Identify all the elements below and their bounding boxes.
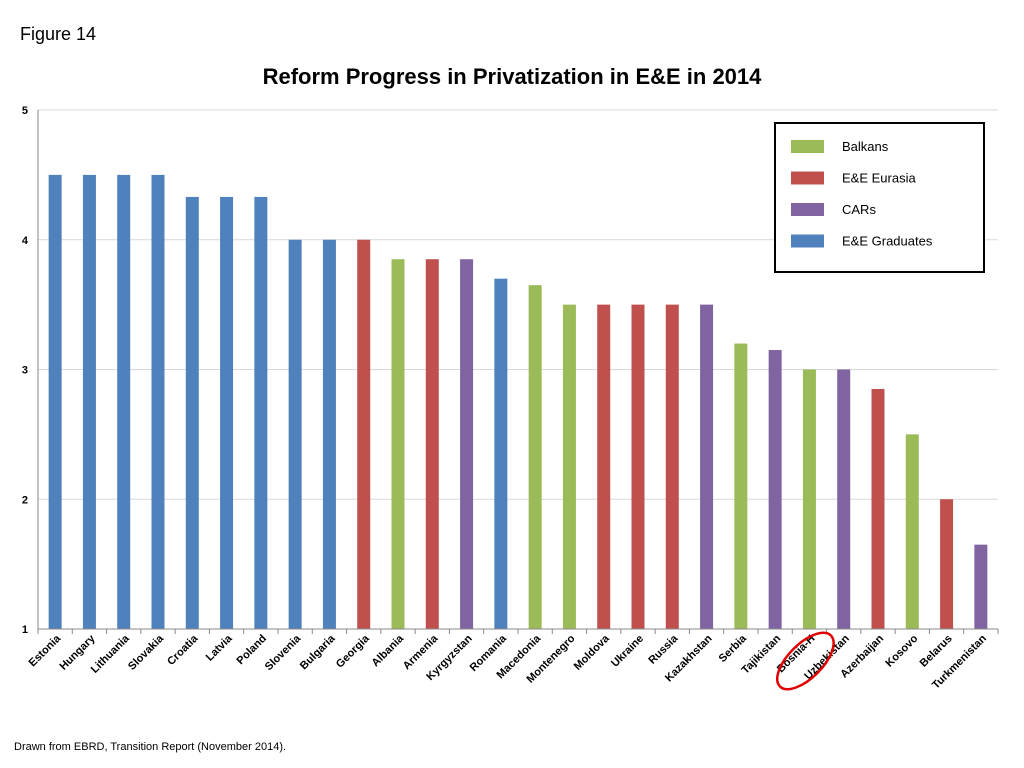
bar-uzbekistan — [837, 369, 851, 629]
bar-montenegro — [562, 304, 576, 629]
bar-turkmenistan — [974, 544, 988, 629]
bar-lithuania — [117, 174, 131, 629]
legend-swatch — [791, 171, 824, 185]
bar-tajikistan — [768, 350, 782, 629]
bars — [48, 174, 988, 629]
chart-title: Reform Progress in Privatization in E&E … — [262, 64, 762, 89]
bar-kyrgyzstan — [460, 259, 474, 629]
legend-label: CARs — [842, 202, 876, 217]
bar-kosovo — [905, 434, 919, 629]
bar-azerbaijan — [871, 388, 885, 629]
x-tick-label: Lithuania — [89, 632, 133, 676]
bar-armenia — [425, 259, 439, 629]
y-tick-label: 1 — [22, 624, 28, 636]
highlight-annotation — [776, 631, 835, 691]
y-tick-label: 2 — [22, 494, 28, 506]
bar-hungary — [82, 174, 96, 629]
bar-ukraine — [631, 304, 645, 629]
bar-croatia — [185, 196, 199, 629]
x-tick-label: Slovakia — [126, 632, 167, 673]
axes — [37, 110, 999, 634]
x-tick-label: Serbia — [717, 632, 750, 665]
highlight-ellipse — [776, 631, 835, 691]
bar-serbia — [734, 343, 748, 629]
x-tick-label: Slovenia — [263, 632, 304, 673]
bar-macedonia — [528, 285, 542, 629]
bar-belarus — [940, 499, 954, 629]
legend-swatch — [791, 203, 824, 216]
bar-estonia — [48, 174, 62, 629]
bar-romania — [494, 278, 508, 629]
legend-label: E&E Eurasia — [842, 171, 916, 186]
x-tick-label: Latvia — [204, 632, 236, 664]
y-tick-label: 3 — [22, 365, 28, 377]
legend: Balkans E&E Eurasia CARs E&E Graduates — [774, 122, 985, 273]
legend-swatch — [791, 234, 824, 248]
bar-slovakia — [151, 174, 165, 629]
bar-bulgaria — [322, 239, 336, 629]
bar-albania — [391, 259, 405, 629]
bar-latvia — [220, 196, 234, 629]
bar-moldova — [597, 304, 611, 629]
x-tick-label: Russia — [646, 632, 681, 667]
x-tick-label: Georgia — [334, 632, 373, 671]
x-tick-label: Kosovo — [883, 632, 920, 669]
bar-russia — [665, 304, 679, 629]
bar-slovenia — [288, 239, 302, 629]
bar-bosnia-h — [802, 369, 816, 629]
x-tick-label: Bulgaria — [298, 632, 338, 672]
bar-kazakhstan — [700, 304, 714, 629]
y-tick-label: 4 — [22, 235, 29, 247]
figure-label: Figure 14 — [20, 24, 97, 44]
x-tick-label: Croatia — [165, 632, 201, 668]
x-tick-label: Ukraine — [609, 633, 646, 670]
y-tick-label: 5 — [22, 105, 28, 117]
legend-label: E&E Graduates — [842, 234, 933, 249]
legend-label: Balkans — [842, 139, 889, 154]
y-tick-labels: 1 2 3 4 5 — [22, 105, 29, 636]
bar-poland — [254, 196, 268, 629]
x-tick-label: Moldova — [572, 632, 613, 673]
legend-swatch — [791, 140, 824, 153]
bar-georgia — [357, 239, 371, 629]
source-note: Drawn from EBRD, Transition Report (Nove… — [14, 741, 287, 753]
x-tick-label: Poland — [235, 633, 269, 667]
